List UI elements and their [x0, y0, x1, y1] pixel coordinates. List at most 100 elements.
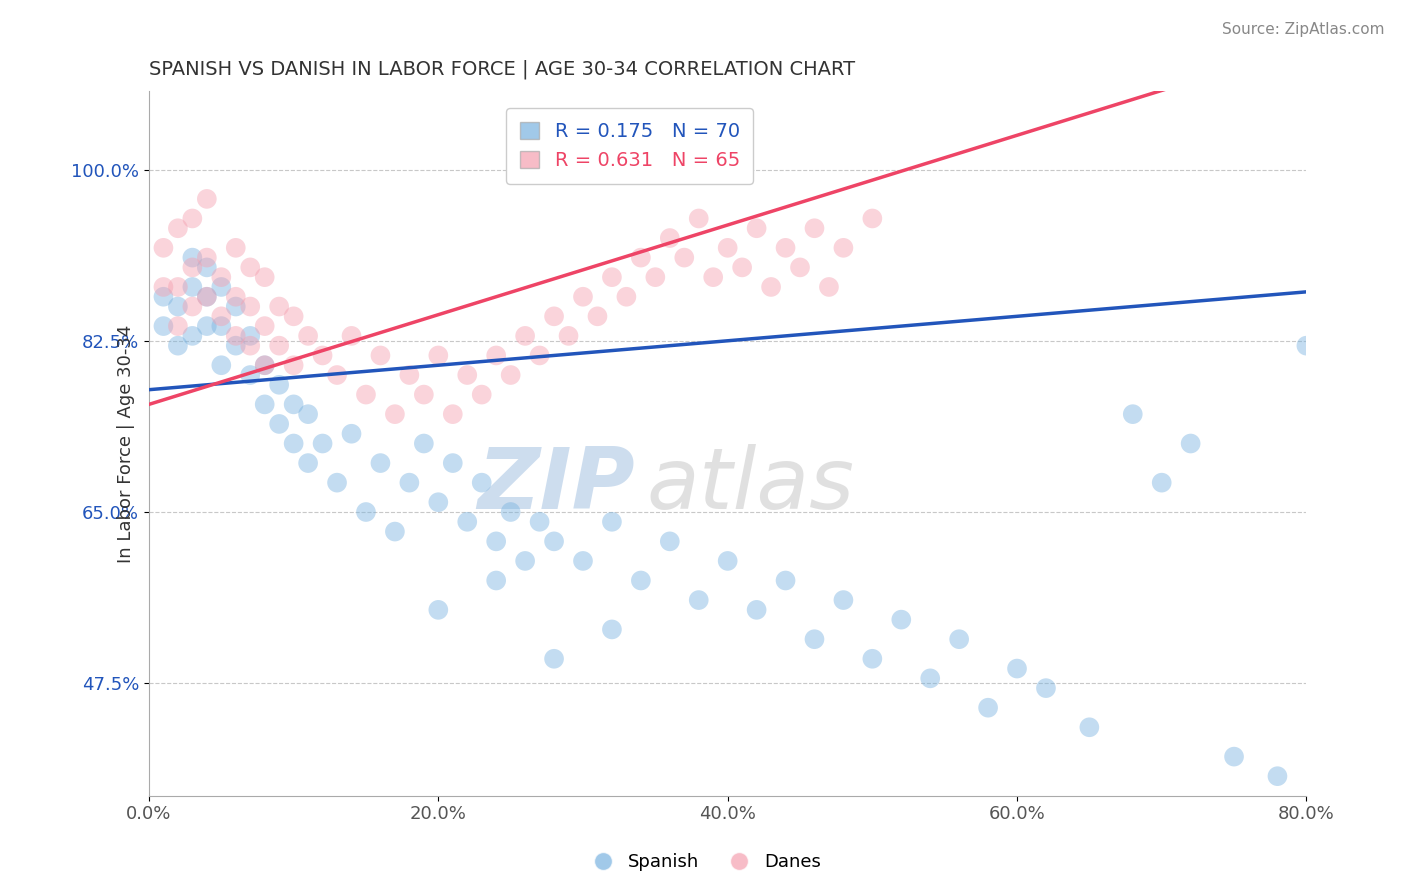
Point [485, 534, 508, 549]
Point [977, 700, 1000, 714]
Point [1223, 749, 1246, 764]
Point [253, 358, 276, 372]
Point [326, 368, 349, 382]
Point [354, 387, 377, 401]
Point [297, 329, 319, 343]
Point [513, 329, 536, 343]
Point [745, 221, 768, 235]
Point [311, 436, 333, 450]
Point [803, 221, 825, 235]
Point [297, 456, 319, 470]
Point [920, 671, 942, 685]
Point [543, 310, 565, 324]
Point [717, 554, 740, 568]
Point [630, 574, 652, 588]
Point [195, 192, 218, 206]
Point [948, 632, 970, 647]
Point [789, 260, 811, 275]
Point [860, 652, 883, 666]
Point [471, 475, 494, 490]
Point [717, 241, 740, 255]
Point [832, 241, 855, 255]
Point [543, 652, 565, 666]
Point [195, 319, 218, 334]
Point [253, 358, 276, 372]
Point [832, 593, 855, 607]
Point [167, 300, 190, 314]
Point [269, 377, 291, 392]
Legend: R = 0.175   N = 70, R = 0.631   N = 65: R = 0.175 N = 70, R = 0.631 N = 65 [506, 108, 754, 184]
Point [456, 368, 478, 382]
Point [775, 241, 797, 255]
Point [658, 231, 681, 245]
Point [167, 339, 190, 353]
Point [225, 300, 247, 314]
Point [239, 300, 262, 314]
Point [195, 290, 218, 304]
Point [181, 300, 204, 314]
Point [485, 348, 508, 362]
Point [269, 417, 291, 431]
Point [673, 251, 696, 265]
Point [225, 241, 247, 255]
Text: SPANISH VS DANISH IN LABOR FORCE | AGE 30-34 CORRELATION CHART: SPANISH VS DANISH IN LABOR FORCE | AGE 3… [149, 60, 855, 79]
Point [1078, 720, 1101, 734]
Point [181, 251, 204, 265]
Point [283, 358, 305, 372]
Point [600, 270, 623, 285]
Point [572, 290, 595, 304]
Point [283, 310, 305, 324]
Point [340, 426, 363, 441]
Point [412, 436, 434, 450]
Point [167, 221, 190, 235]
Point [471, 387, 494, 401]
Point [297, 407, 319, 421]
Point [209, 280, 232, 294]
Legend: Spanish, Danes: Spanish, Danes [578, 847, 828, 879]
Point [384, 524, 406, 539]
Text: Source: ZipAtlas.com: Source: ZipAtlas.com [1222, 22, 1385, 37]
Point [1122, 407, 1144, 421]
Point [412, 387, 434, 401]
Point [658, 534, 681, 549]
Point [600, 515, 623, 529]
Point [543, 534, 565, 549]
Point [630, 251, 652, 265]
Point [384, 407, 406, 421]
Point [283, 436, 305, 450]
Point [731, 260, 754, 275]
Point [485, 574, 508, 588]
Point [572, 554, 595, 568]
Point [1267, 769, 1289, 783]
Point [354, 505, 377, 519]
Point [209, 358, 232, 372]
Point [1295, 339, 1317, 353]
Point [370, 456, 392, 470]
Point [239, 368, 262, 382]
Point [1180, 436, 1202, 450]
Point [167, 280, 190, 294]
Point [209, 319, 232, 334]
Point [1035, 681, 1057, 695]
Point [441, 456, 464, 470]
Point [181, 280, 204, 294]
Point [398, 368, 420, 382]
Point [616, 290, 638, 304]
Point [152, 280, 174, 294]
Text: atlas: atlas [647, 444, 855, 527]
Point [225, 329, 247, 343]
Point [499, 368, 522, 382]
Point [181, 260, 204, 275]
Point [600, 623, 623, 637]
Point [513, 554, 536, 568]
Point [152, 241, 174, 255]
Point [803, 632, 825, 647]
Y-axis label: In Labor Force | Age 30-34: In Labor Force | Age 30-34 [117, 325, 135, 563]
Point [890, 613, 912, 627]
Point [860, 211, 883, 226]
Point [225, 339, 247, 353]
Point [340, 329, 363, 343]
Point [370, 348, 392, 362]
Point [759, 280, 782, 294]
Point [209, 310, 232, 324]
